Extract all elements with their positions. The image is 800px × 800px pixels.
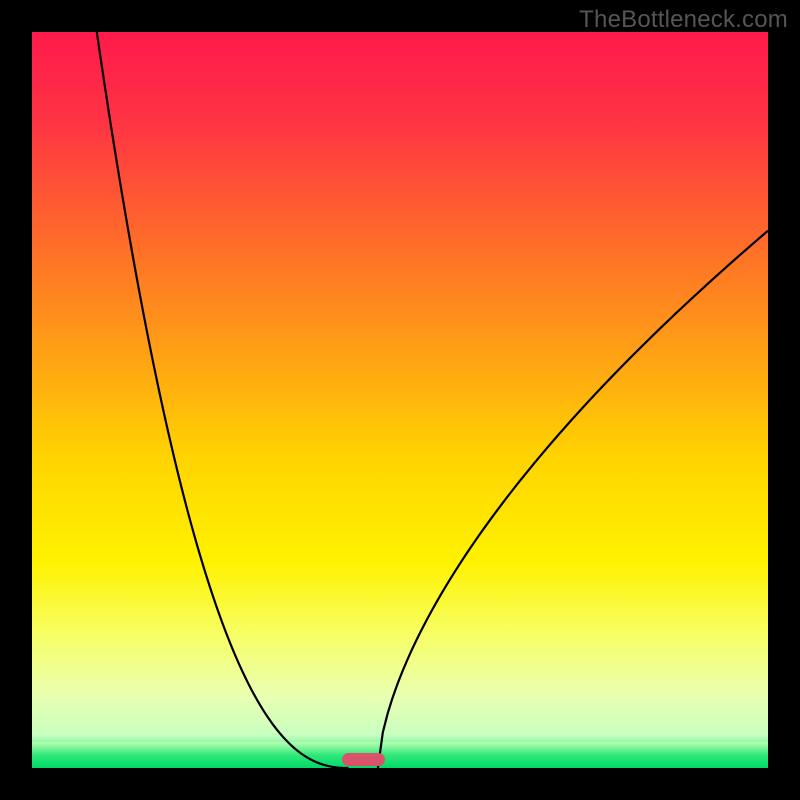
plot-area — [32, 32, 768, 768]
bottleneck-curves — [32, 32, 768, 768]
right-curve — [378, 231, 768, 768]
chart-stage: { "canvas": { "width": 800, "height": 80… — [0, 0, 800, 800]
bottleneck-marker — [342, 753, 385, 766]
left-curve — [97, 32, 349, 768]
watermark-text: TheBottleneck.com — [579, 6, 788, 34]
